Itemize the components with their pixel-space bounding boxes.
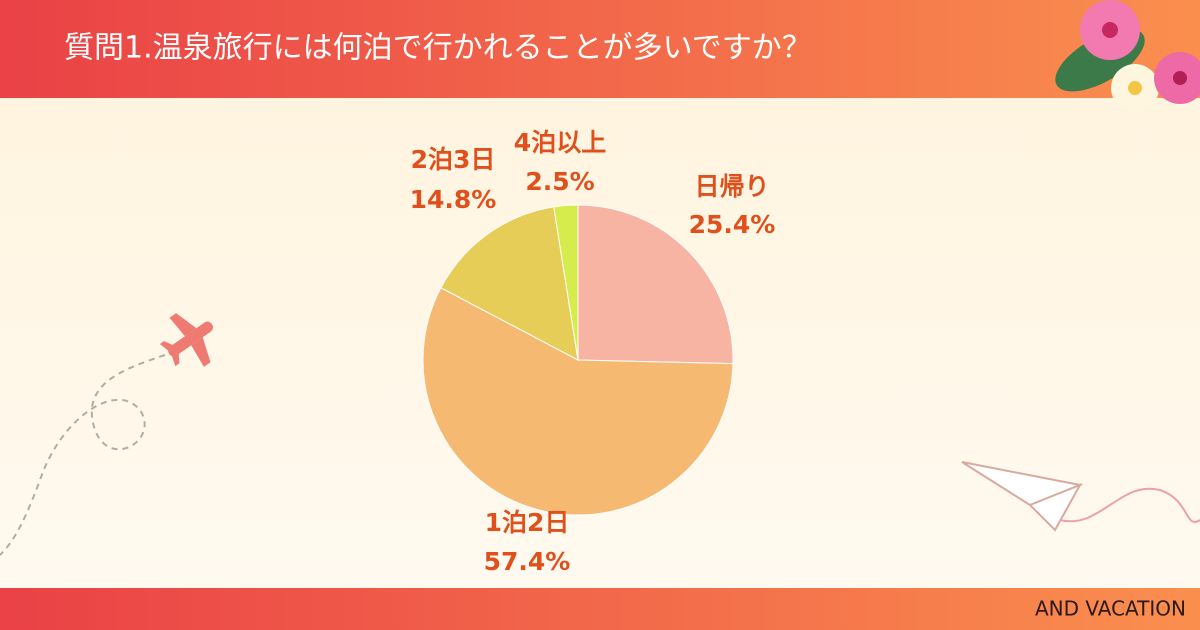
flight-path xyxy=(0,354,166,556)
footer-text: AND VACATION xyxy=(1035,597,1186,621)
plane-trail xyxy=(1059,487,1200,523)
pie-slice xyxy=(440,206,579,361)
slice-value: 2.5% xyxy=(525,167,594,196)
pie: 日帰り 25.4% 1泊2日 57.4% 2泊3日 14.8% 4泊以上 2.5% xyxy=(410,128,776,576)
header-band xyxy=(0,0,1200,98)
chart-title: 質問1.温泉旅行には何泊で行かれることが多いですか？ xyxy=(64,31,812,66)
airplane xyxy=(159,313,214,367)
slice-label: 日帰り xyxy=(694,172,769,201)
pie-slice xyxy=(553,204,579,361)
slice-label: 2泊3日 xyxy=(411,145,496,174)
slice-value: 25.4% xyxy=(689,210,776,239)
slice-label: 1泊2日 xyxy=(485,508,570,537)
footer-band xyxy=(0,588,1200,630)
slice-label: 4泊以上 xyxy=(514,128,606,157)
slice-value: 57.4% xyxy=(484,547,571,576)
flowers xyxy=(1055,0,1200,112)
slice-value: 14.8% xyxy=(410,185,497,214)
paper-plane xyxy=(961,461,1084,532)
pie-slice xyxy=(577,204,734,365)
pie-slice xyxy=(422,287,734,516)
